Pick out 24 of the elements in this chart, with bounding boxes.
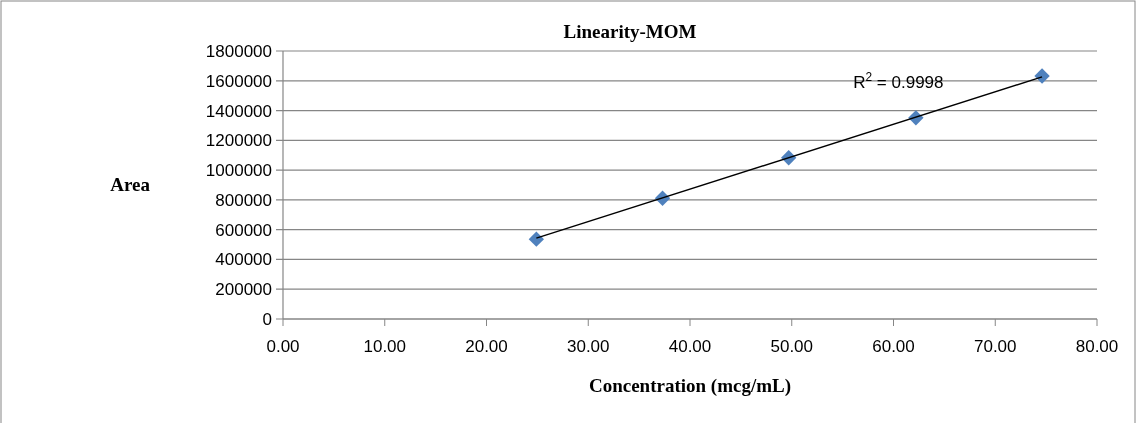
x-tick-label: 70.00: [973, 337, 1017, 356]
y-tick-label: 600000: [215, 220, 272, 240]
annotation: R$^{2}$ = 0.9998: [853, 70, 944, 92]
x-tick-label: 60.00: [872, 337, 915, 356]
y-tick-label: 1000000: [205, 161, 272, 181]
y-tick-label: 1400000: [205, 101, 272, 121]
x-tick-label: 0.00: [266, 337, 300, 356]
y-tick-label: 0: [262, 310, 272, 329]
x-tick-label: 80.00: [1075, 337, 1119, 356]
y-tick-label: 400000: [215, 250, 272, 270]
chart-title: Linearity-MOM: [563, 21, 697, 42]
y-tick-label: 200000: [215, 280, 272, 300]
x-tick-label: 30.00: [566, 337, 610, 356]
y-axis-title: Area: [110, 174, 151, 195]
point: [528, 231, 545, 247]
x-tick-label: 10.00: [363, 337, 407, 356]
y-tick-label: 1200000: [205, 131, 272, 151]
x-tick-label: 50.00: [770, 337, 814, 356]
x-tick-label: 40.00: [668, 337, 712, 356]
y-tick-label: 1600000: [205, 71, 272, 91]
y-tick-label: 1800000: [205, 42, 272, 61]
x-tick-label: 20.00: [465, 337, 508, 356]
y-tick-label: 800000: [215, 190, 272, 210]
x-axis-title: Concentration (mcg/mL): [588, 375, 792, 397]
